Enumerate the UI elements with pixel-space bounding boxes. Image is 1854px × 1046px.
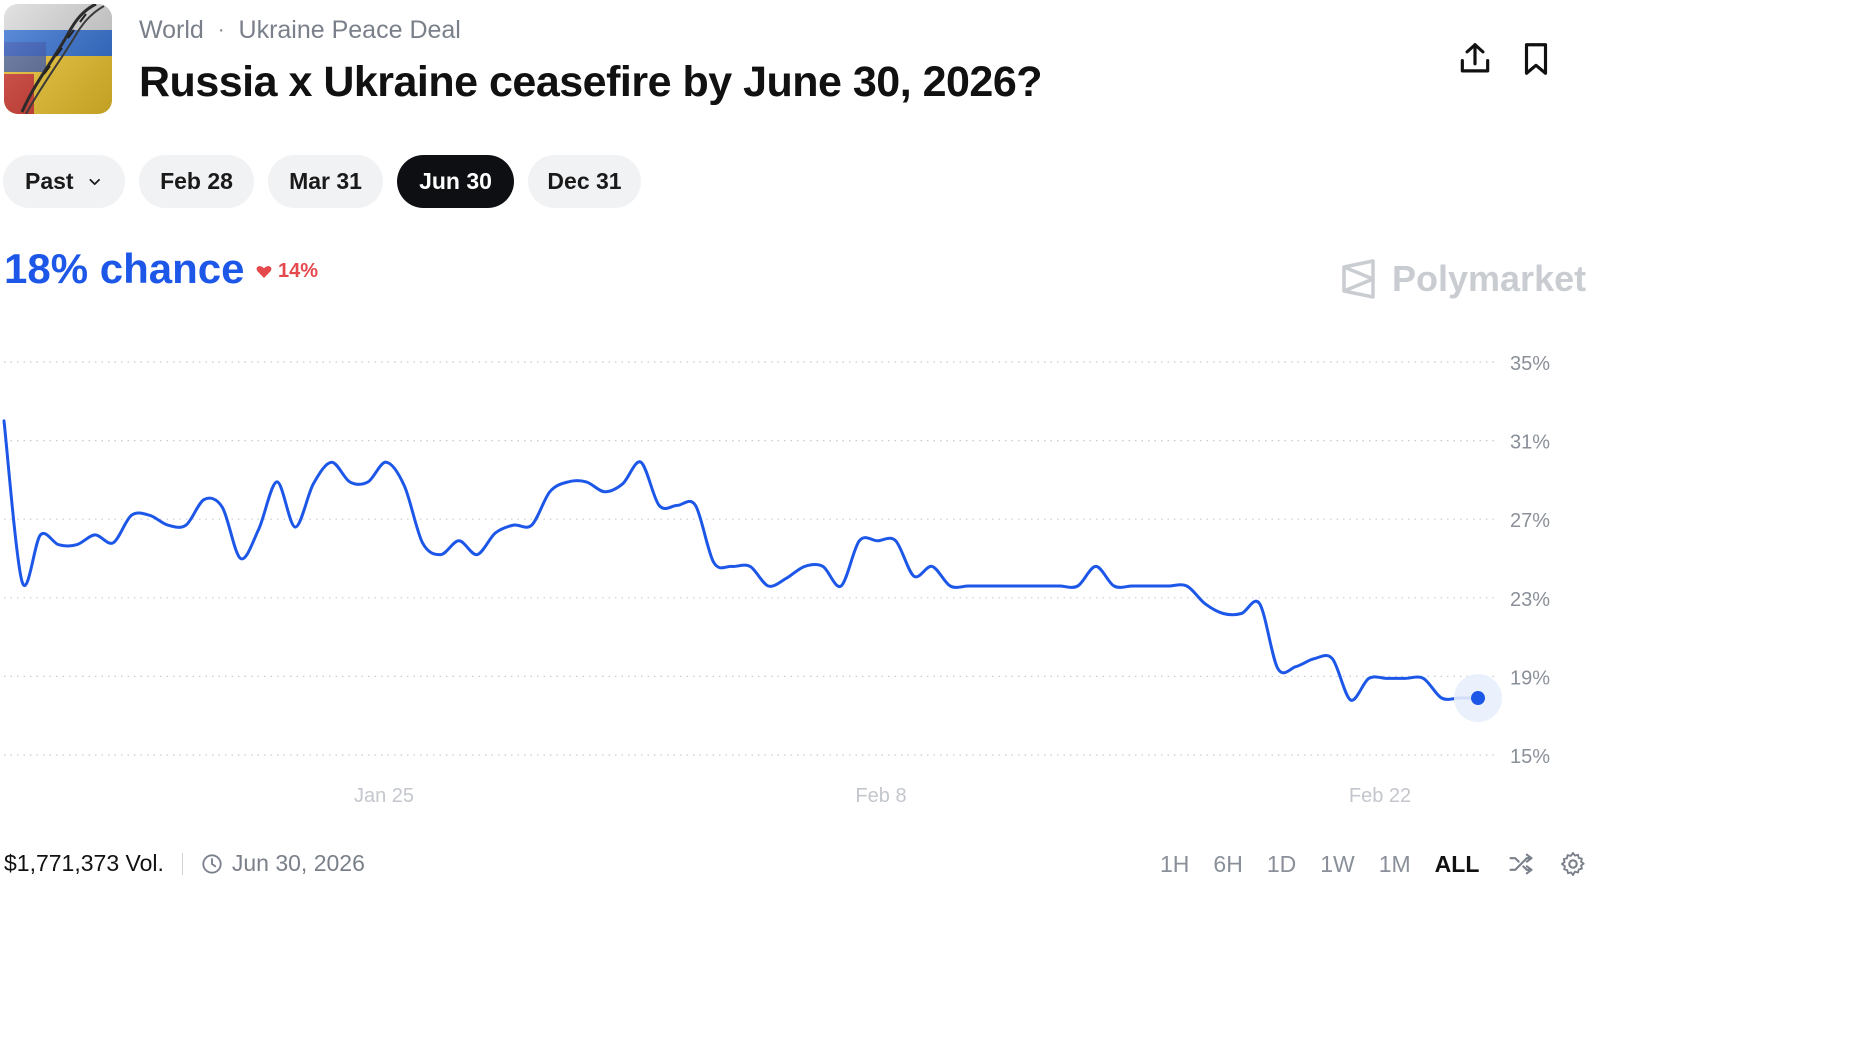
y-tick-label: 19% (1510, 667, 1550, 689)
market-title: Russia x Ukraine ceasefire by June 30, 2… (139, 58, 1043, 106)
tab-mar-31[interactable]: Mar 31 (268, 155, 383, 208)
range-all[interactable]: ALL (1434, 850, 1480, 877)
x-tick-label: Feb 8 (855, 785, 906, 807)
chevron-down-icon (89, 178, 100, 185)
tab-label: Mar 31 (289, 168, 362, 194)
breadcrumb-separator: · (217, 19, 225, 41)
current-point (1471, 691, 1485, 706)
tab-feb-28[interactable]: Feb 28 (139, 155, 254, 208)
breadcrumb-world[interactable]: World (139, 16, 204, 44)
share-icon (1460, 43, 1490, 73)
y-tick-label: 35% (1510, 353, 1550, 375)
tab-label: Jun 30 (419, 168, 492, 194)
end-date: Jun 30, 2026 (231, 850, 365, 876)
tab-dec-31[interactable]: Dec 31 (528, 155, 641, 208)
tab-label: Feb 28 (160, 168, 233, 194)
settings-gear-icon[interactable] (1559, 850, 1587, 878)
chance-value: 18% chance (4, 245, 245, 292)
y-tick-label: 23% (1510, 589, 1550, 611)
volume: $1,771,373 Vol. (4, 850, 164, 876)
range-1h[interactable]: 1H (1160, 850, 1190, 877)
heart-down-icon (256, 265, 272, 278)
date-tabs: Past Feb 28 Mar 31 Jun 30 Dec 31 (3, 155, 641, 208)
breadcrumb: World · Ukraine Peace Deal (139, 16, 461, 45)
tab-label: Dec 31 (547, 168, 622, 194)
market-info: $1,771,373 Vol. Jun 30, 2026 (4, 850, 365, 877)
bookmark-button[interactable] (1517, 40, 1555, 78)
y-tick-label: 27% (1510, 510, 1550, 532)
tab-jun-30[interactable]: Jun 30 (397, 155, 514, 208)
x-tick-label: Jan 25 (354, 785, 414, 807)
chance-change: 14% (256, 260, 318, 283)
range-1m[interactable]: 1M (1378, 850, 1411, 877)
price-chart[interactable]: 35% 31% 27% 23% 19% 15% Jan 25 Feb 8 Feb 22 (0, 330, 1854, 830)
range-1d[interactable]: 1D (1266, 850, 1297, 877)
polymarket-icon (1342, 259, 1375, 299)
range-6h[interactable]: 6H (1213, 850, 1243, 877)
y-tick-label: 15% (1510, 746, 1550, 768)
y-tick-label: 31% (1510, 432, 1550, 454)
time-range-selector: 1H 6H 1D 1W 1M ALL (1160, 850, 1587, 878)
tab-past[interactable]: Past (3, 155, 125, 208)
divider (181, 852, 183, 875)
x-tick-label: Feb 22 (1349, 785, 1411, 807)
range-1w[interactable]: 1W (1320, 850, 1355, 877)
brand-name: Polymarket (1392, 258, 1587, 299)
ukraine-russia-flag-image (4, 4, 112, 114)
series-line (2, 419, 1480, 702)
clock-icon (202, 853, 222, 874)
breadcrumb-ukraine-peace-deal[interactable]: Ukraine Peace Deal (238, 16, 461, 44)
shuffle-icon[interactable] (1507, 850, 1535, 878)
share-button[interactable] (1456, 40, 1494, 78)
tab-label: Past (25, 168, 74, 194)
bookmark-icon (1524, 43, 1548, 75)
market-thumbnail (4, 4, 112, 114)
polymarket-logo: Polymarket (1340, 258, 1586, 300)
chance-change-value: 14% (278, 260, 319, 282)
